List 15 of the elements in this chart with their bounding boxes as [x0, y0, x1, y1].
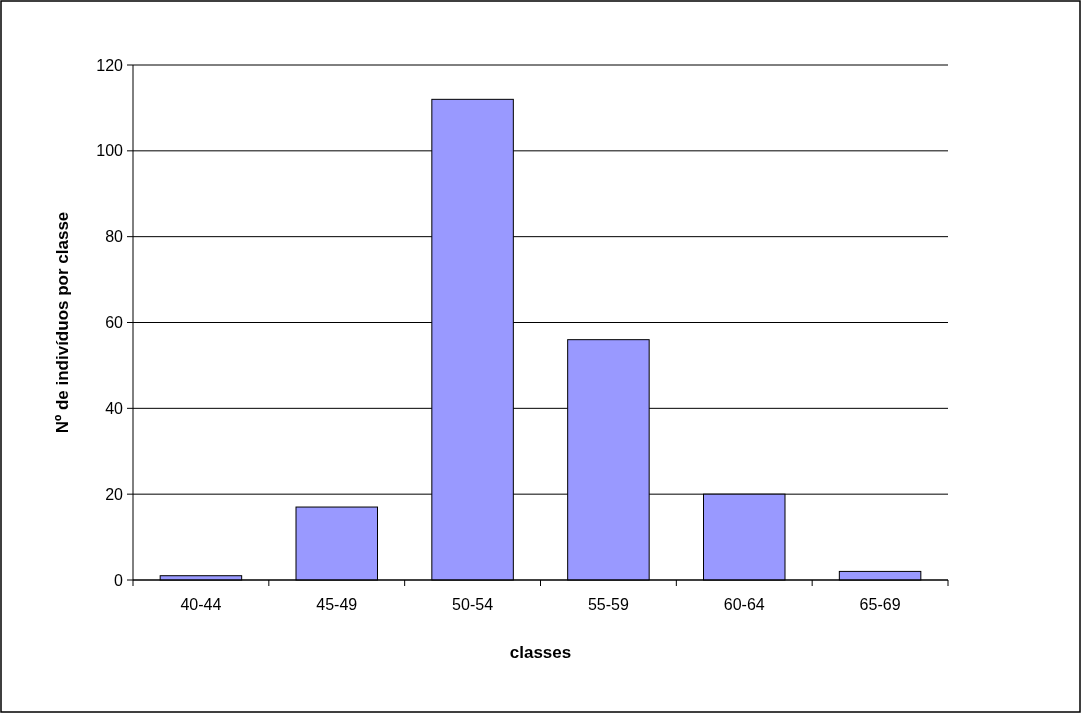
x-axis-title: classes: [509, 643, 572, 662]
x-tick-label: 40-44: [180, 596, 222, 613]
y-tick-label: 0: [114, 571, 124, 589]
y-axis-title: Nº de indivíduos por classe: [53, 211, 72, 434]
x-tick-label: 50-54: [452, 596, 494, 613]
y-tick-label: 40: [105, 399, 124, 417]
x-tick-label: 55-59: [587, 596, 629, 613]
x-tick-label: 45-49: [316, 596, 358, 613]
y-tick-label: 120: [96, 56, 124, 74]
y-tick-label: 80: [105, 228, 124, 246]
y-tick-label: 60: [105, 314, 124, 332]
x-tick-label: 60-64: [723, 596, 765, 613]
y-tick-label: 20: [105, 485, 124, 503]
x-tick-label: 65-69: [859, 596, 901, 613]
y-tick-label: 100: [96, 142, 124, 160]
